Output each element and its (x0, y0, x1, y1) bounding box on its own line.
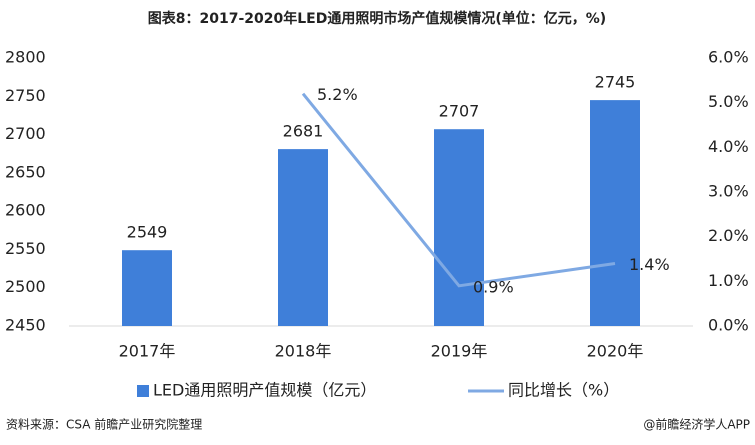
y2-tick-label: 0.0% (708, 316, 749, 335)
y-tick-label: 2600 (5, 201, 46, 220)
bar-label: 2681 (283, 122, 324, 141)
credit: @前瞻经济学人APP (643, 417, 750, 432)
y2-tick-label: 1.0% (708, 271, 749, 290)
y-tick-label: 2650 (5, 162, 46, 181)
bar (434, 129, 484, 326)
bar (278, 149, 328, 326)
bar-label: 2745 (595, 73, 636, 92)
y2-tick-label: 5.0% (708, 92, 749, 111)
x-tick-label: 2019年 (431, 342, 488, 361)
x-tick-label: 2017年 (119, 342, 176, 361)
legend-label: LED通用照明产值规模（亿元） (153, 381, 376, 400)
y-tick-label: 2800 (5, 48, 46, 67)
bar (122, 250, 172, 326)
y2-tick-label: 4.0% (708, 137, 749, 156)
y2-tick-label: 3.0% (708, 182, 749, 201)
y2-tick-label: 2.0% (708, 226, 749, 245)
source: 资料来源：CSA 前瞻产业研究院整理 (6, 417, 202, 432)
chart-title: 图表8：2017-2020年LED通用照明市场产值规模情况(单位：亿元，%) (148, 10, 606, 27)
bar-label: 2707 (439, 102, 480, 121)
bar-label: 2549 (127, 223, 168, 242)
y-tick-label: 2700 (5, 124, 46, 143)
legend-label: 同比增长（%） (508, 381, 619, 400)
x-tick-label: 2020年 (587, 342, 644, 361)
y-tick-label: 2500 (5, 277, 46, 296)
line-label: 0.9% (473, 277, 514, 296)
line (301, 92, 616, 288)
y-tick-label: 2550 (5, 239, 46, 258)
bar (590, 100, 640, 326)
line-label: 1.4% (629, 255, 670, 274)
x-tick-label: 2018年 (275, 342, 332, 361)
y-tick-label: 2750 (5, 86, 46, 105)
y2-tick-label: 6.0% (708, 48, 749, 67)
legend-swatch (137, 385, 149, 397)
y-tick-label: 2450 (5, 316, 46, 335)
line-label: 5.2% (317, 85, 358, 104)
